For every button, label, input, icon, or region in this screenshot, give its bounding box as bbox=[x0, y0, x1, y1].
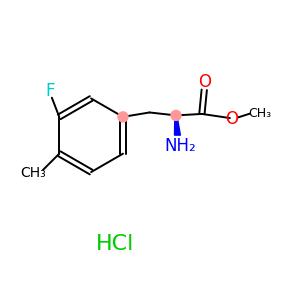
Polygon shape bbox=[175, 117, 180, 135]
Text: NH₂: NH₂ bbox=[164, 137, 196, 155]
Text: F: F bbox=[46, 82, 55, 100]
Text: CH₃: CH₃ bbox=[248, 106, 271, 119]
Text: O: O bbox=[225, 110, 239, 128]
Text: O: O bbox=[198, 74, 211, 92]
Text: HCl: HCl bbox=[95, 234, 134, 254]
Circle shape bbox=[171, 110, 181, 120]
Text: CH₃: CH₃ bbox=[21, 166, 46, 180]
Circle shape bbox=[118, 112, 128, 122]
